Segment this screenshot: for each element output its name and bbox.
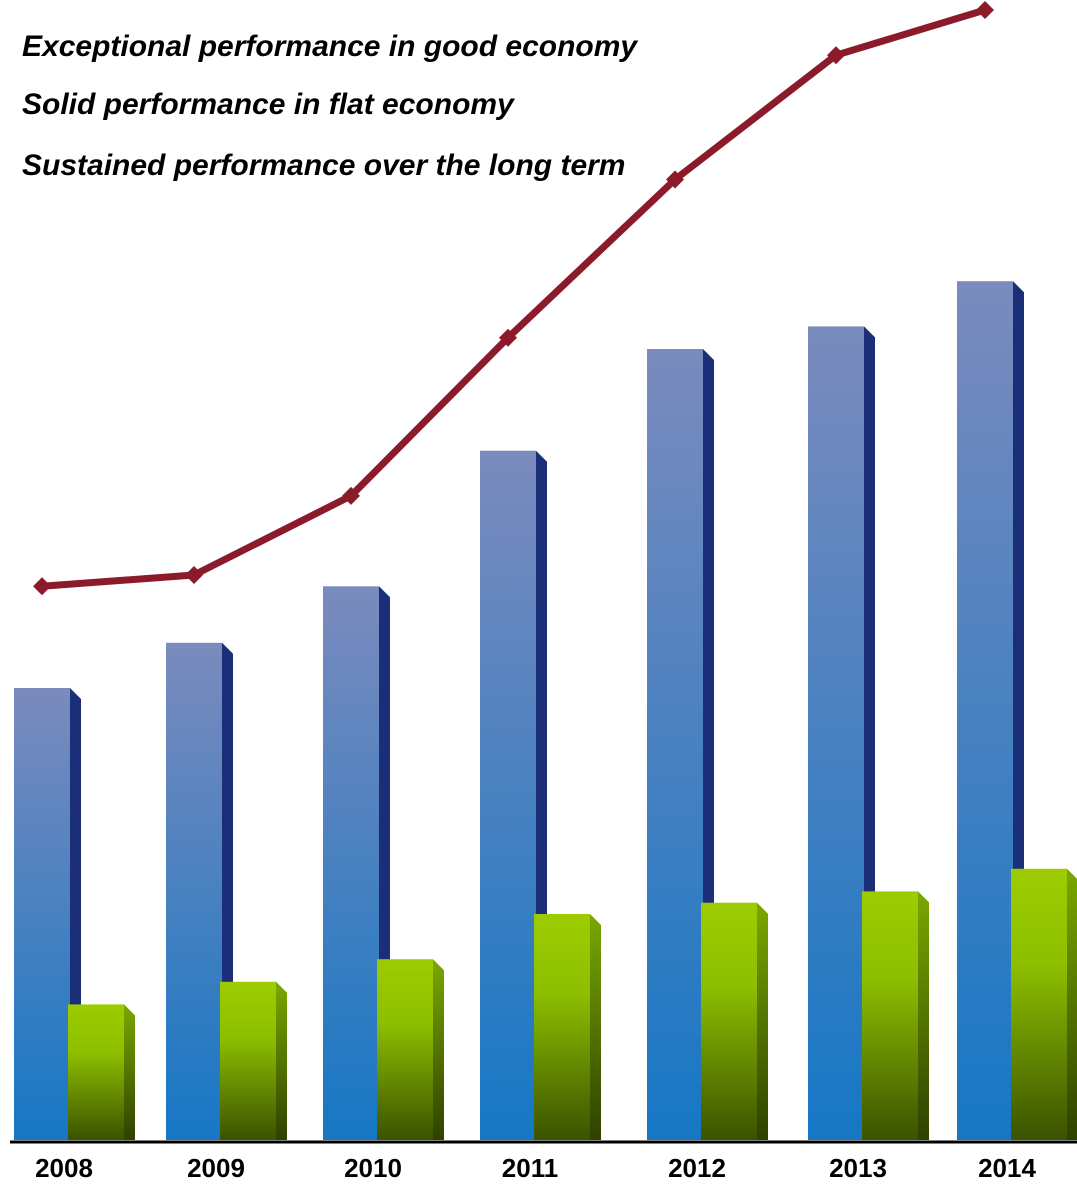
bar-series2-2010: [377, 959, 433, 1140]
bar-series2-2011: [534, 914, 590, 1140]
bar-series1-2011: [480, 450, 536, 1140]
bar-series2-2008: [68, 1004, 124, 1140]
line-point-2012: [666, 170, 684, 189]
bar-series1-2008: [14, 688, 70, 1140]
x-tick-label-2012: 2012: [668, 1153, 726, 1183]
line-point-2013: [827, 46, 845, 65]
bar-series2-side-2012: [757, 902, 768, 1140]
bar-series2-side-2008: [124, 1004, 135, 1140]
x-tick-label-2013: 2013: [829, 1153, 887, 1183]
annotation-sustained: Sustained performance over the long term: [22, 149, 625, 182]
annotation-solid: Solid performance in flat economy: [22, 88, 515, 121]
x-tick-label-2009: 2009: [187, 1153, 245, 1183]
bar-series2-2009: [220, 981, 276, 1140]
bar-series2-2012: [701, 902, 757, 1140]
line-point-2014: [976, 1, 994, 19]
bar-series1-2013: [808, 326, 864, 1140]
x-tick-label-2010: 2010: [344, 1153, 402, 1183]
bar-series2-2013: [862, 891, 918, 1140]
line-point-2008: [33, 577, 51, 596]
x-tick-label-2014: 2014: [978, 1153, 1036, 1183]
bar-series1-2009: [166, 642, 222, 1140]
bar-series2-side-2009: [276, 981, 287, 1140]
bars-layer: [14, 281, 1077, 1140]
annotation-exceptional: Exceptional performance in good economy: [22, 30, 638, 63]
x-tick-label-2008: 2008: [35, 1153, 93, 1183]
bar-series1-2010: [323, 586, 379, 1140]
x-tick-label-2011: 2011: [502, 1153, 558, 1183]
bar-series2-side-2013: [918, 891, 929, 1140]
line-point-2011: [499, 328, 517, 347]
bar-series2-2014: [1011, 868, 1067, 1140]
bar-series2-side-2011: [590, 914, 601, 1140]
bar-series2-side-2010: [433, 959, 444, 1140]
annotation-list: Exceptional performance in good economy …: [22, 30, 638, 182]
line-point-2009: [185, 566, 203, 584]
x-axis-labels: 2008 2009 2010 2011 2012 2013 2014: [35, 1153, 1036, 1183]
bar-series1-2014: [957, 281, 1013, 1140]
line-series-layer: [33, 1, 994, 596]
bar-series1-2012: [647, 349, 703, 1140]
bar-series2-side-2014: [1067, 868, 1077, 1140]
line-point-2010: [342, 486, 360, 505]
